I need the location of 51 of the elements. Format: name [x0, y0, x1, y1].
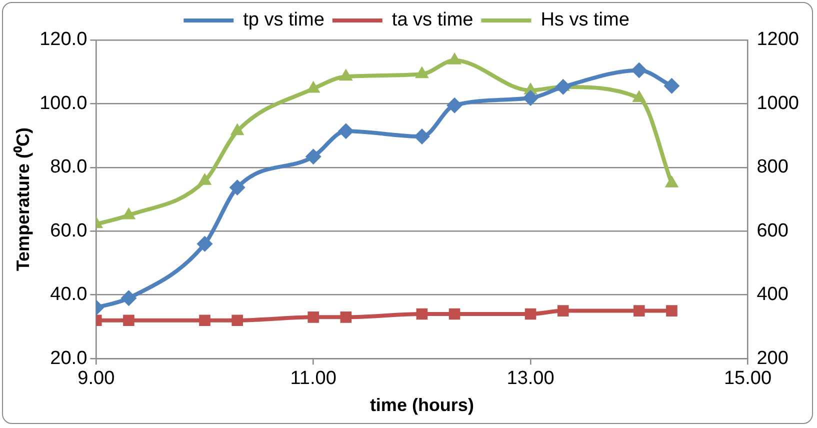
point: [229, 180, 246, 196]
y-tick-label: 40.0: [50, 284, 88, 306]
y-tick-label: 80.0: [50, 156, 88, 178]
x-tick-label: 11.00: [290, 368, 336, 390]
point: [122, 207, 136, 220]
point: [338, 68, 353, 81]
y-tick-label: 20.0: [50, 348, 88, 369]
point: [123, 314, 134, 326]
point: [120, 290, 137, 306]
point: [522, 90, 539, 106]
point: [414, 128, 430, 145]
point: [340, 312, 352, 323]
y2-tick-label: 200: [756, 348, 788, 369]
y-tick-label: 100.0: [40, 92, 88, 114]
point: [631, 62, 648, 78]
point: [232, 314, 243, 326]
point: [448, 308, 460, 320]
legend-label: ta vs time: [392, 10, 474, 31]
y-tick-label: 60.0: [50, 220, 88, 242]
x-tick-label: 15.00: [724, 368, 772, 390]
y-axis-title: Temperature (⁰C): [12, 127, 33, 272]
x-tick-label: 9.00: [78, 368, 115, 390]
point: [338, 123, 354, 140]
y2-tick-label: 1000: [756, 92, 800, 114]
point: [446, 97, 463, 114]
y2-tick-label: 1200: [756, 29, 800, 50]
point: [448, 52, 462, 64]
y2-tick-label: 400: [756, 284, 788, 306]
point: [415, 66, 429, 78]
point: [305, 148, 322, 165]
point: [196, 236, 213, 252]
y2-tick-label: 800: [756, 156, 788, 178]
y2-tick-label: 600: [756, 220, 788, 242]
point: [557, 305, 569, 316]
point: [633, 305, 645, 316]
point: [666, 305, 678, 316]
legend-label: tp vs time: [243, 10, 324, 31]
point: [632, 90, 646, 102]
point: [664, 78, 680, 94]
point: [416, 308, 428, 320]
y-tick-label: 120.0: [40, 29, 88, 50]
point: [198, 172, 212, 185]
point: [664, 175, 679, 188]
x-tick-label: 13.00: [506, 368, 554, 390]
point: [555, 78, 572, 95]
point: [199, 314, 210, 326]
point: [524, 308, 536, 320]
point: [230, 123, 244, 136]
point: [308, 312, 319, 323]
x-axis-title: time (hours): [370, 395, 474, 416]
legend-label: Hs vs time: [540, 10, 630, 31]
